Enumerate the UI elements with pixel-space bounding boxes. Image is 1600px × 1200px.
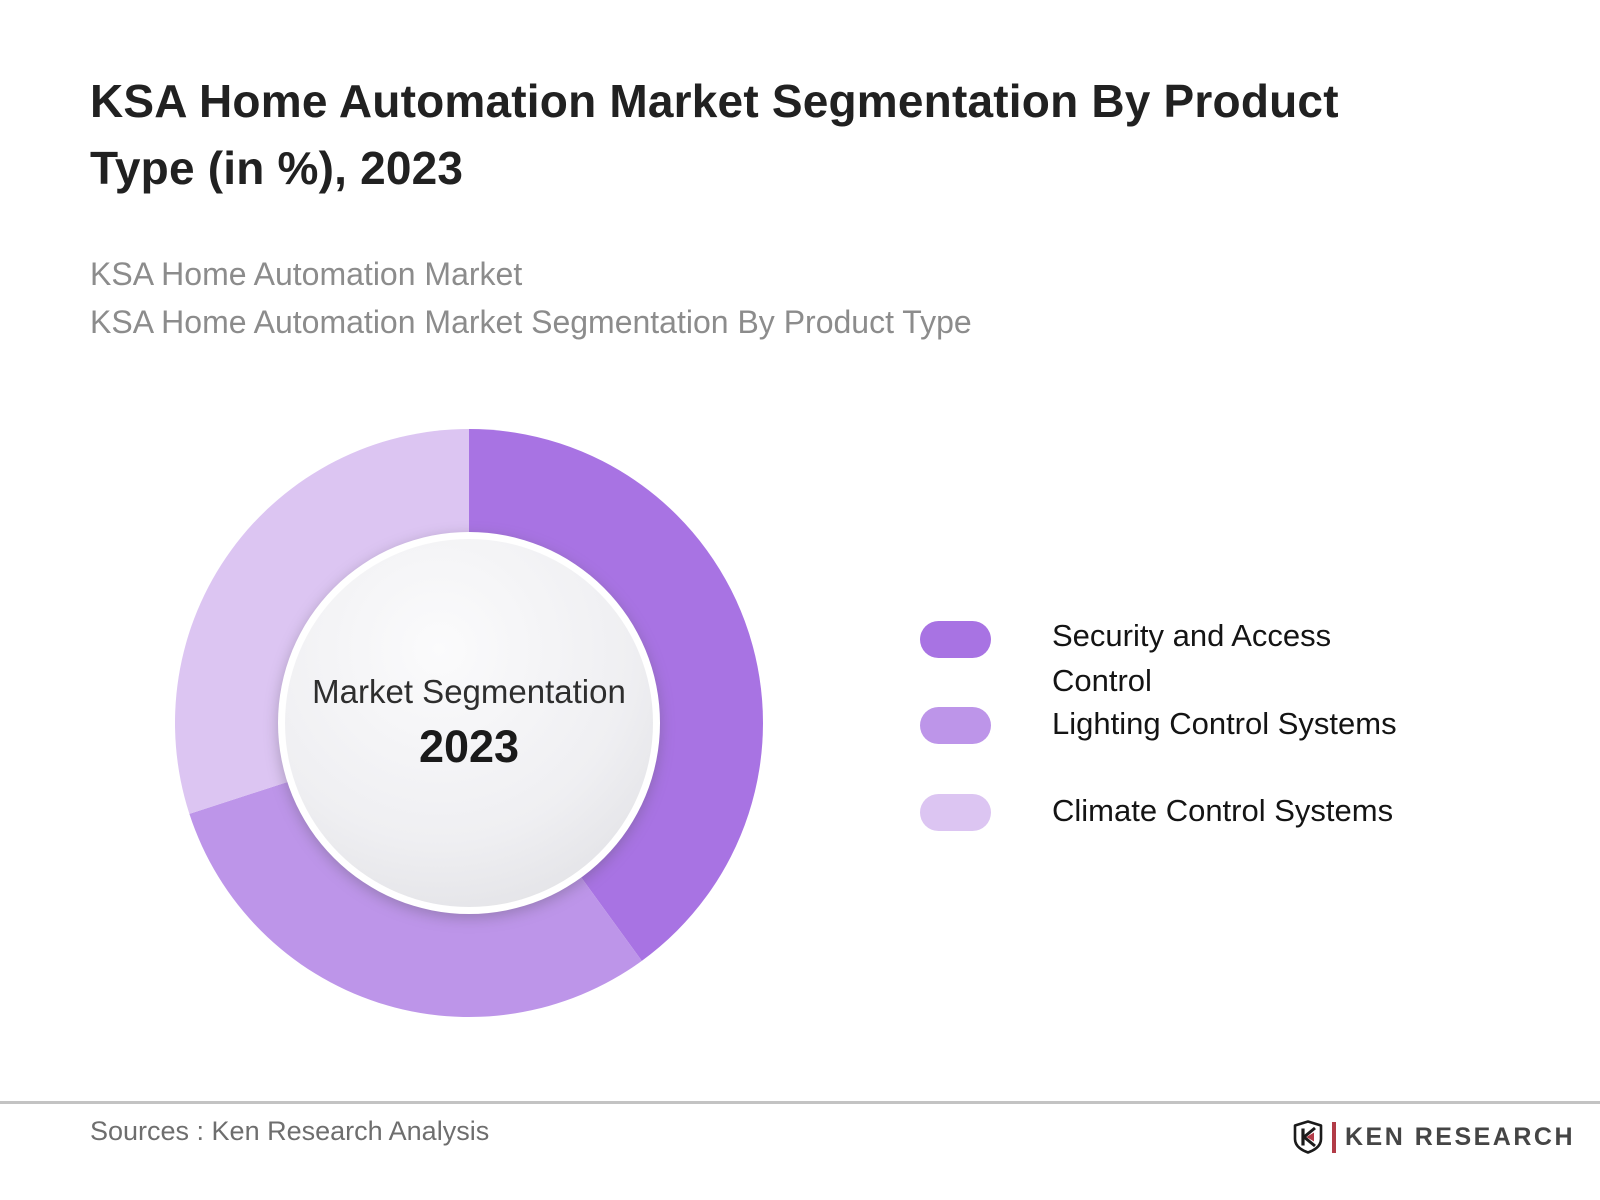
footer-divider (0, 1101, 1600, 1104)
brand-name: KEN RESEARCH (1345, 1122, 1576, 1151)
page-title-line1: KSA Home Automation Market Segmentation … (90, 75, 1339, 127)
page-title-line2: Type (in %), 2023 (90, 141, 464, 194)
brand-divider-bar (1332, 1121, 1336, 1153)
legend-swatch-lighting (920, 707, 991, 744)
brand-logo: KEN RESEARCH (1293, 1116, 1575, 1158)
chart-subtitle-line1: KSA Home Automation Market (90, 256, 523, 292)
ken-research-shield-icon (1293, 1120, 1323, 1154)
sources-text: Sources : Ken Research Analysis (90, 1116, 490, 1146)
donut-hole (285, 539, 653, 907)
donut-chart-svg (175, 429, 763, 1017)
chart-subtitle: KSA Home Automation Market KSA Home Auto… (90, 250, 1390, 346)
donut-chart: Market Segmentation 2023 (174, 428, 764, 1018)
legend-swatch-climate (920, 794, 991, 831)
legend-label-climate: Climate Control Systems (1052, 793, 1394, 828)
legend-label-security: Security and Access Control (1052, 618, 1332, 698)
chart-subtitle-line2: KSA Home Automation Market Segmentation … (90, 304, 972, 340)
legend-swatch-security (920, 621, 991, 658)
legend-label-lighting: Lighting Control Systems (1052, 706, 1397, 741)
page-title: KSA Home Automation Market Segmentation … (90, 68, 1510, 201)
